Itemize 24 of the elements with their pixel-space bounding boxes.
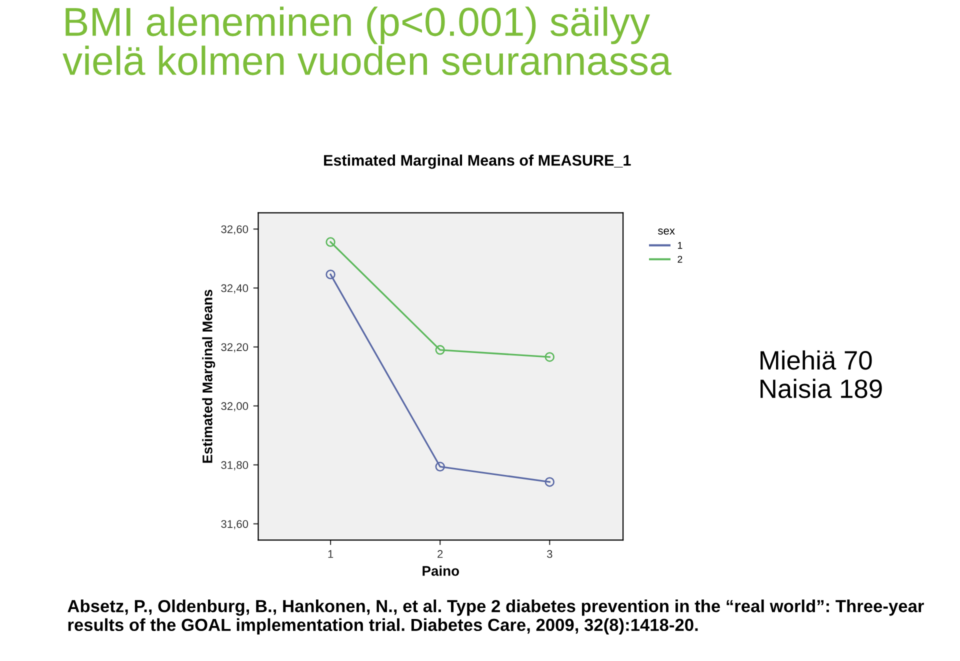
chart-title: BMI aleneminen (p<0.001) säilyy vielä kolmen vuoden seurannassa bbox=[62, 6, 672, 76]
legend-label: 2 bbox=[678, 256, 682, 263]
point bbox=[326, 237, 336, 247]
point bbox=[544, 477, 555, 487]
legend-label: 1 bbox=[678, 242, 682, 249]
legend-title: sex bbox=[658, 228, 675, 235]
x-tick-label: 1 bbox=[328, 550, 334, 558]
point bbox=[435, 345, 445, 355]
y-tick-label: 32,00 bbox=[221, 402, 248, 412]
point bbox=[435, 462, 445, 472]
x-tick-label: 3 bbox=[546, 550, 552, 558]
point bbox=[326, 270, 336, 280]
x-tick-label: 2 bbox=[438, 550, 443, 558]
text: Absetz, P., Oldenburg, B., Hankonen, N., et al. Type 2 diabetes prevention in the “real world”: Three-year results of the GOAL implementation trial. Diabetes Care, 2009, 32(8):1418-20. bbox=[68, 600, 924, 634]
y-tick-label: 31,80 bbox=[221, 461, 248, 470]
text: Miehiä 70 Naisia 189 bbox=[760, 350, 882, 398]
chart-subtitle: Estimated Marginal Means of MEASURE_1 bbox=[324, 154, 631, 169]
y-tick-label: 32,40 bbox=[221, 284, 248, 294]
y-axis-title: Estimated Marginal Means bbox=[202, 290, 216, 463]
y-tick-label: 32,60 bbox=[221, 225, 248, 234]
y-tick-label: 31,60 bbox=[221, 520, 248, 530]
y-tick-label: 32,20 bbox=[221, 343, 248, 352]
point bbox=[544, 352, 555, 362]
x-axis-title: Paino bbox=[422, 566, 460, 576]
